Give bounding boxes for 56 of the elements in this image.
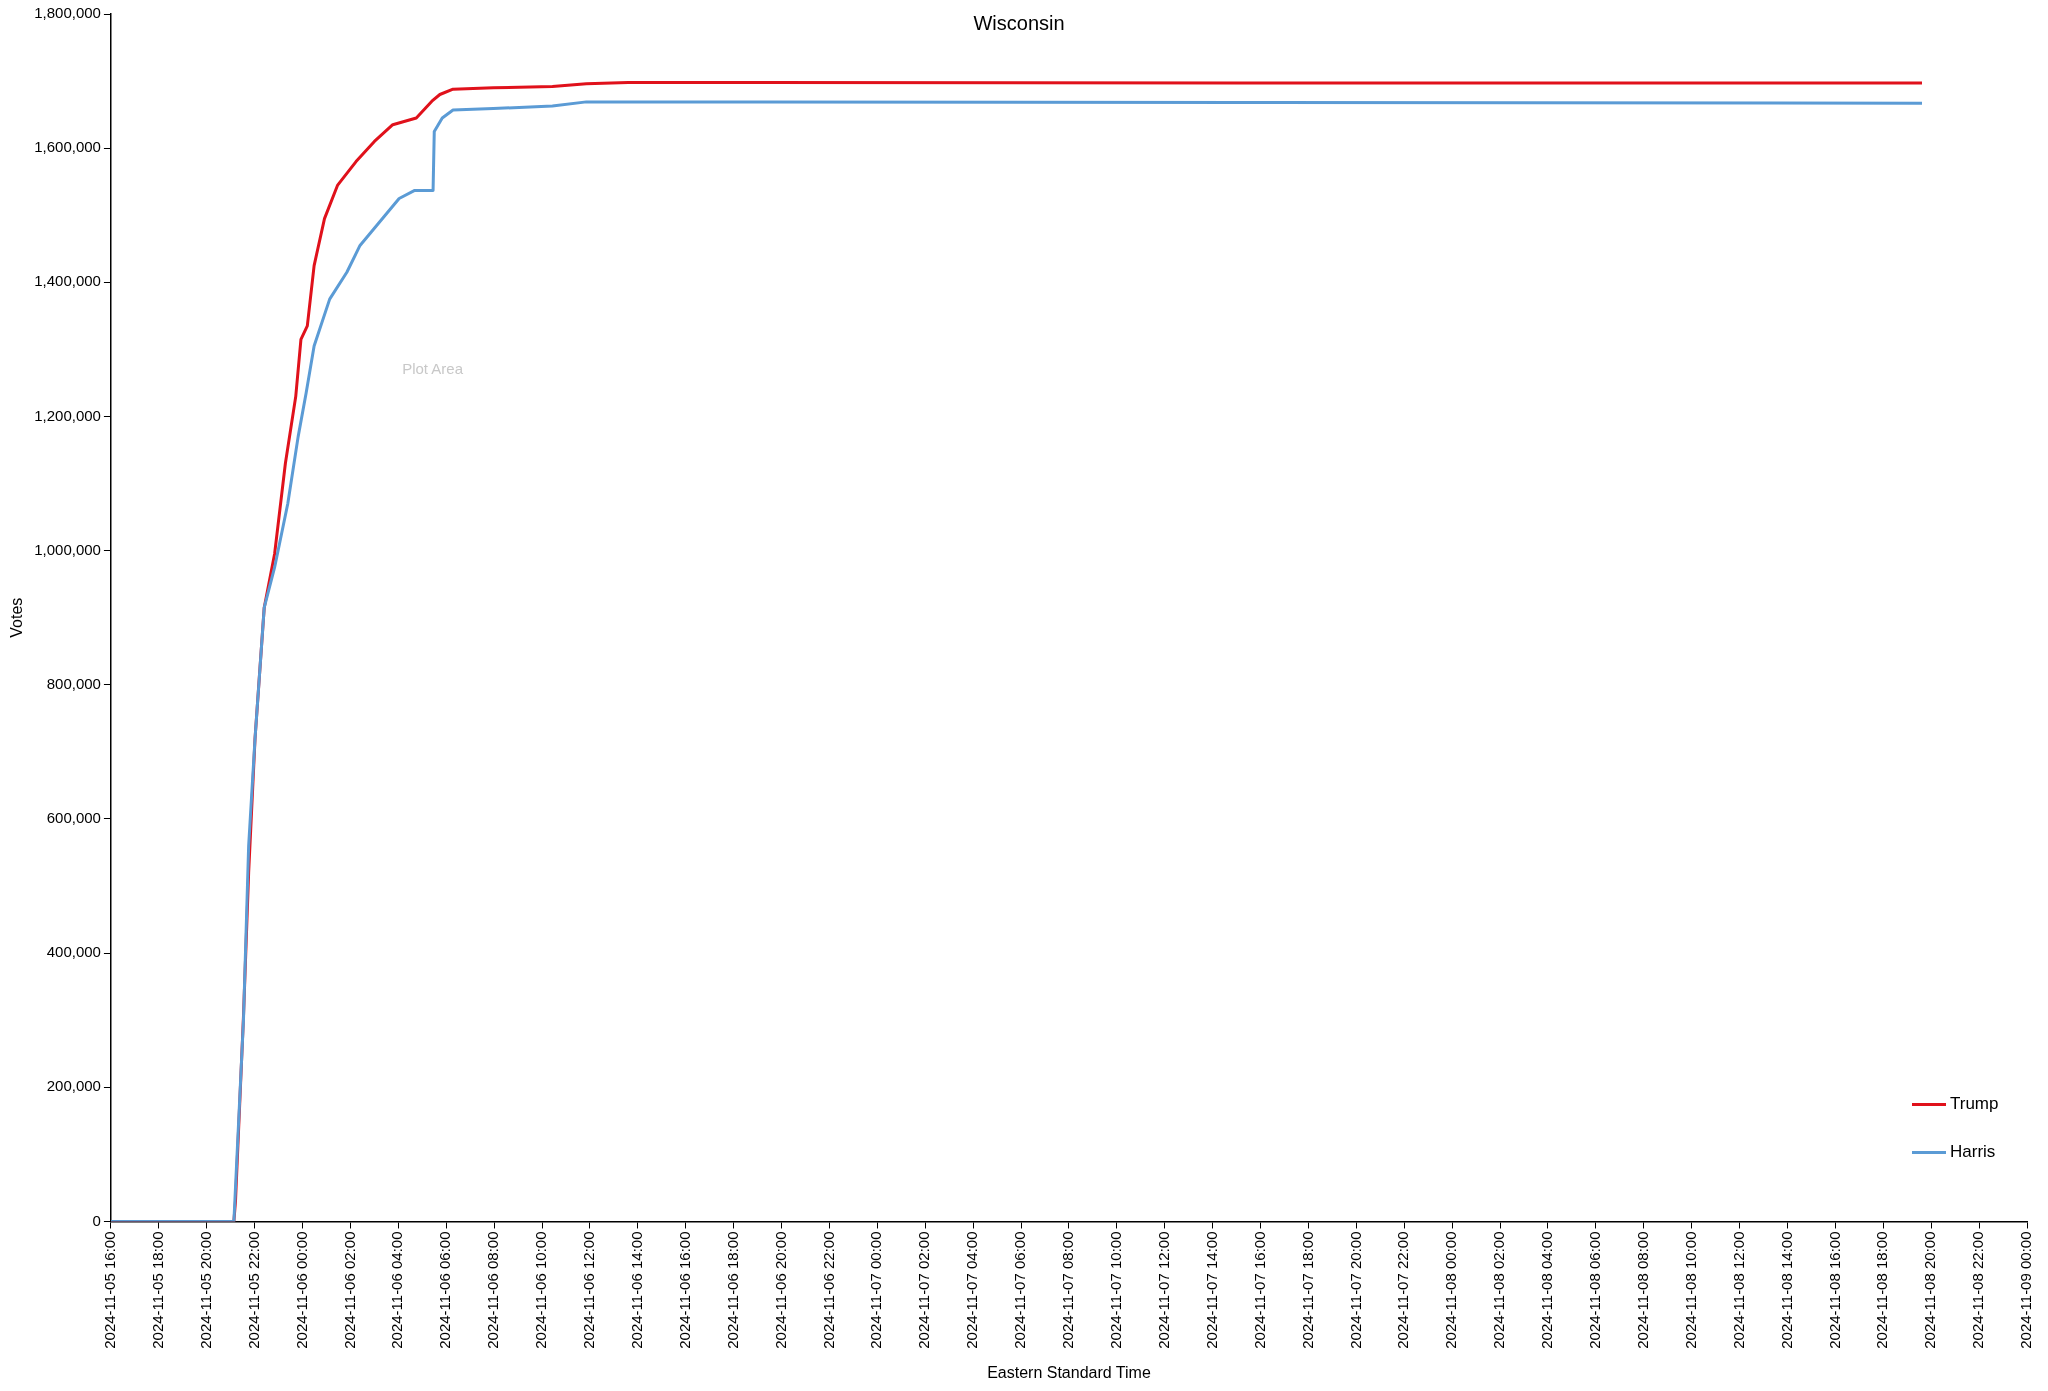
x-tick-label: 2024-11-06 20:00 [771,1231,789,1349]
x-tick-label: 2024-11-07 08:00 [1059,1231,1077,1349]
chart-title: Wisconsin [973,11,1065,34]
x-tick-label: 2024-11-08 22:00 [1969,1231,1987,1349]
x-tick-label: 2024-11-07 22:00 [1394,1231,1412,1349]
x-tick-label: 2024-11-06 04:00 [388,1231,406,1349]
y-axis-title: Votes [8,597,26,638]
x-tick-label: 2024-11-05 22:00 [244,1231,262,1349]
x-tick-label: 2024-11-06 18:00 [723,1231,741,1349]
y-tick-label: 1,400,000 [34,272,101,290]
x-tick-label: 2024-11-06 16:00 [675,1231,693,1349]
x-tick-label: 2024-11-05 18:00 [148,1231,166,1349]
x-tick-label: 2024-11-08 08:00 [1633,1231,1651,1349]
x-tick-label: 2024-11-08 06:00 [1586,1231,1604,1349]
x-tick-label: 2024-11-07 02:00 [915,1231,933,1349]
legend-label: Trump [1950,1094,1999,1114]
x-tick-label: 2024-11-08 04:00 [1538,1231,1556,1349]
legend-label: Harris [1950,1142,1996,1162]
x-tick-label: 2024-11-07 00:00 [867,1231,885,1349]
x-tick-label: 2024-11-06 00:00 [292,1231,310,1349]
x-tick-label: 2024-11-08 14:00 [1777,1231,1795,1349]
x-tick-label: 2024-11-07 06:00 [1011,1231,1029,1349]
x-tick-label: 2024-11-06 10:00 [532,1231,550,1349]
y-tick-label: 1,200,000 [34,406,101,424]
y-tick-label: 1,000,000 [34,540,101,558]
x-tick-label: 2024-11-09 00:00 [2017,1231,2035,1349]
x-tick-label: 2024-11-05 20:00 [196,1231,214,1349]
x-tick-label: 2024-11-08 16:00 [1825,1231,1843,1349]
x-tick-label: 2024-11-08 18:00 [1873,1231,1891,1349]
x-tick-label: 2024-11-07 04:00 [963,1231,981,1349]
y-tick-label: 200,000 [46,1077,101,1095]
x-tick-label: 2024-11-08 12:00 [1729,1231,1747,1349]
x-tick-label: 2024-11-07 18:00 [1298,1231,1316,1349]
x-tick-label: 2024-11-08 20:00 [1921,1231,1939,1349]
x-tick-label: 2024-11-06 06:00 [436,1231,454,1349]
y-tick-label: 800,000 [46,674,101,692]
x-tick-label: 2024-11-07 12:00 [1154,1231,1172,1349]
x-tick-label: 2024-11-07 14:00 [1202,1231,1220,1349]
y-tick-label: 400,000 [46,943,101,961]
x-tick-label: 2024-11-06 02:00 [340,1231,358,1349]
x-tick-label: 2024-11-06 14:00 [627,1231,645,1349]
x-axis-title: Eastern Standard Time [987,1363,1151,1381]
x-tick-label: 2024-11-08 02:00 [1490,1231,1508,1349]
y-tick-label: 0 [92,1211,101,1229]
y-tick-label: 600,000 [46,809,101,827]
y-tick-label: 1,600,000 [34,138,101,156]
x-tick-label: 2024-11-07 10:00 [1107,1231,1125,1349]
y-tick-label: 1,800,000 [34,4,101,22]
x-tick-label: 2024-11-07 20:00 [1346,1231,1364,1349]
x-tick-label: 2024-11-08 00:00 [1442,1231,1460,1349]
x-tick-label: 2024-11-08 10:00 [1681,1231,1699,1349]
x-tick-label: 2024-11-06 22:00 [819,1231,837,1349]
x-tick-label: 2024-11-06 08:00 [484,1231,502,1349]
x-tick-label: 2024-11-05 16:00 [101,1231,119,1349]
x-tick-label: 2024-11-07 16:00 [1250,1231,1268,1349]
x-tick-label: 2024-11-06 12:00 [580,1231,598,1349]
